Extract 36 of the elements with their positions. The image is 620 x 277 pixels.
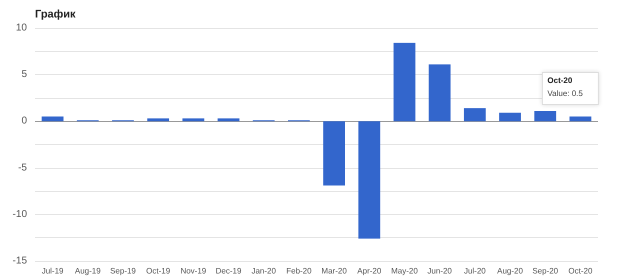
chart-title: График <box>35 8 76 20</box>
annotation: Oct-20 Value: 0.5 <box>547 76 584 98</box>
x-tick-label: Jun-20 <box>427 266 452 276</box>
bar <box>394 42 416 122</box>
bar <box>358 121 380 239</box>
y-tick-label: 5 <box>21 69 28 80</box>
bar <box>499 112 521 122</box>
bar <box>570 116 592 122</box>
x-tick-label: Apr-20 <box>357 266 382 276</box>
x-tick-label: Dec-19 <box>216 266 242 276</box>
x-tick-label: Oct-19 <box>146 266 171 276</box>
bar <box>428 64 451 122</box>
x-tick-label: Aug-20 <box>497 266 524 276</box>
x-tick-label: Mar-20 <box>321 266 348 276</box>
x-tick-label: Jan-20 <box>251 266 276 276</box>
x-tick-label: Sep-20 <box>532 266 559 276</box>
bar <box>182 118 204 122</box>
bar <box>218 118 240 122</box>
x-tick-label: May-20 <box>391 266 418 276</box>
y-tick-label: -5 <box>18 162 28 174</box>
y-tick-label: -10 <box>12 208 28 220</box>
y-tick-label: -15 <box>12 256 28 266</box>
bar <box>534 110 556 122</box>
x-tick-label: Feb-20 <box>286 266 312 276</box>
x-tick-label: Nov-19 <box>180 266 207 276</box>
y-tick-label: 0 <box>21 116 28 127</box>
y-tick-label: 10 <box>16 22 28 34</box>
bar <box>323 121 345 186</box>
x-tick-label: Jul-20 <box>464 266 486 276</box>
bar <box>464 108 486 122</box>
bar <box>42 116 64 122</box>
x-tick-label: Sep-19 <box>110 266 136 276</box>
x-tick-label: Jul-19 <box>42 266 64 276</box>
x-tick-label: Oct-20 <box>568 266 593 276</box>
bar <box>147 118 170 122</box>
x-tick-label: Aug-19 <box>74 266 102 276</box>
